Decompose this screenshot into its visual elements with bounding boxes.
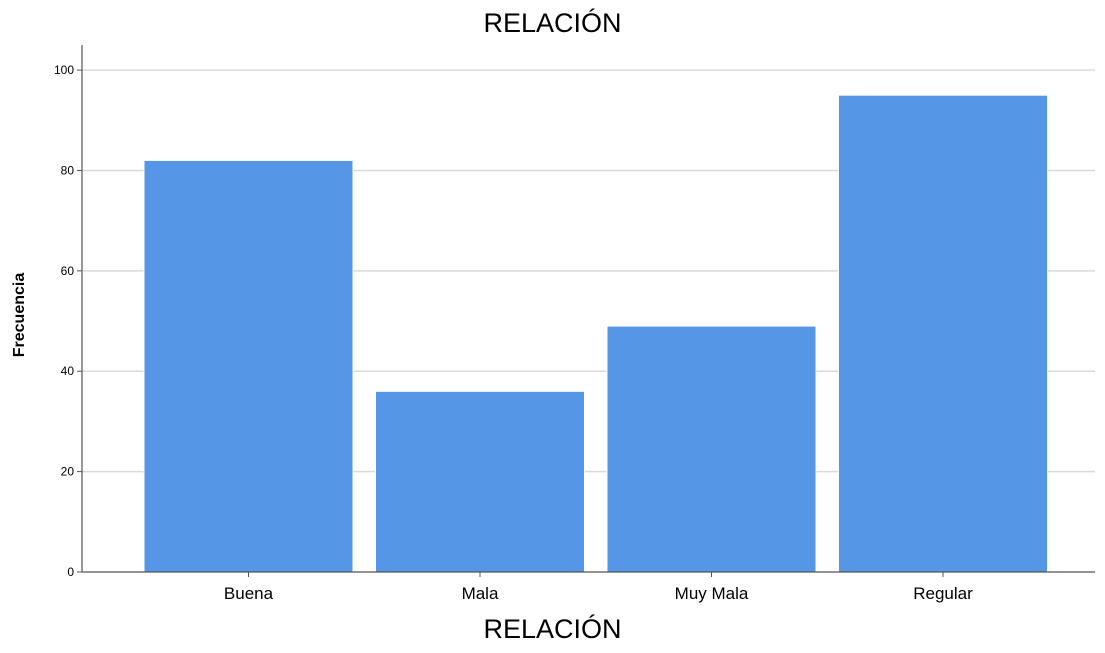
bars: [143, 94, 1048, 573]
y-tick-label: 80: [61, 163, 75, 177]
bar-muy-mala: [606, 325, 817, 573]
tick-labels: 0 20 40 60 80 100 Buena Mala Muy Mala Regular: [54, 63, 973, 603]
chart-title: RELACIÓN: [483, 8, 622, 38]
y-tick-label: 0: [67, 565, 74, 579]
y-tick-label: 20: [61, 465, 75, 479]
axes: [81, 45, 1095, 577]
x-axis-title: RELACIÓN: [483, 614, 622, 644]
y-tick-label: 40: [61, 364, 75, 378]
y-tick-label: 60: [61, 264, 75, 278]
y-axis-title: Frecuencia: [11, 272, 28, 358]
bar-mala: [375, 390, 585, 573]
x-tick-label: Buena: [224, 584, 274, 603]
y-tick-label: 100: [54, 63, 74, 77]
x-tick-label: Muy Mala: [675, 584, 749, 603]
bar-regular: [838, 94, 1048, 573]
x-tick-label: Regular: [913, 584, 973, 603]
bar-buena: [143, 159, 354, 573]
x-tick-label: Mala: [462, 584, 499, 603]
